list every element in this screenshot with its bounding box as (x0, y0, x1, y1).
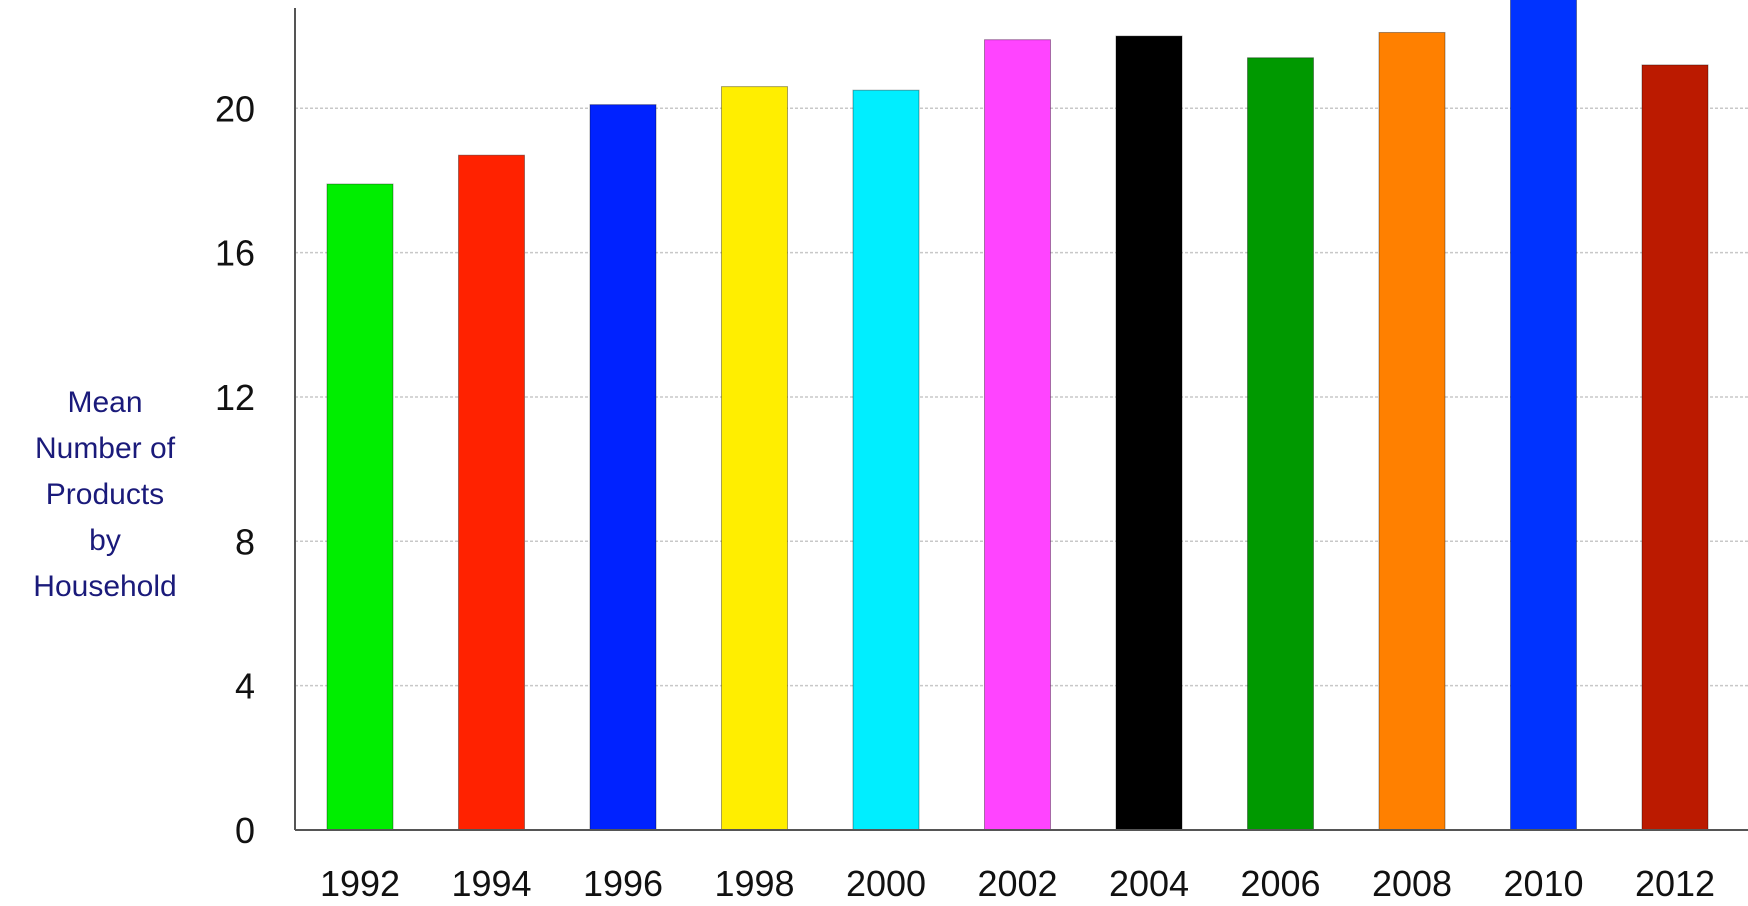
x-tick-label: 2000 (846, 863, 926, 904)
x-tick-label: 2012 (1635, 863, 1715, 904)
bar-1992 (326, 183, 394, 831)
x-tick-labels: 1992 1994 1996 1998 2000 2002 2004 2006 2008 2010… (320, 863, 1715, 904)
x-tick-label: 1992 (320, 863, 400, 904)
y-tick-label: 12 (215, 377, 255, 418)
bar-2002 (984, 39, 1051, 831)
y-axis-label-line: by (89, 524, 121, 557)
y-axis-label-line: Number of (34, 432, 176, 465)
bars (326, 0, 1709, 831)
bar-2004 (1115, 35, 1183, 831)
x-tick-label: 2004 (1109, 863, 1189, 904)
bar-2008 (1378, 31, 1446, 831)
y-axis-label: Mean Number of Products by Household (0, 380, 210, 610)
y-axis-label-line: Household (33, 570, 177, 603)
bar-2012 (1641, 64, 1709, 831)
x-tick-label: 1994 (451, 863, 531, 904)
y-tick-label: 8 (235, 521, 255, 562)
y-tick-label: 4 (235, 666, 255, 707)
x-tick-label: 1996 (583, 863, 663, 904)
x-tick-label: 2008 (1372, 863, 1452, 904)
bar-2000 (852, 89, 920, 831)
x-tick-label: 1998 (714, 863, 794, 904)
y-tick-label: 0 (235, 810, 255, 851)
bar-1996 (589, 104, 657, 831)
y-tick-labels: 0 4 8 12 16 20 (215, 88, 255, 851)
y-tick-label: 20 (215, 88, 255, 129)
bar-1994 (458, 154, 525, 831)
y-axis-label-line: Products (45, 478, 165, 511)
x-tick-label: 2010 (1503, 863, 1583, 904)
x-tick-label: 2006 (1240, 863, 1320, 904)
y-tick-label: 16 (215, 233, 255, 274)
bar-2010 (1510, 0, 1577, 831)
x-tick-label: 2002 (977, 863, 1057, 904)
bar-2006 (1247, 57, 1314, 831)
y-axis-label-line: Mean (67, 386, 143, 419)
bar-1998 (721, 86, 788, 831)
